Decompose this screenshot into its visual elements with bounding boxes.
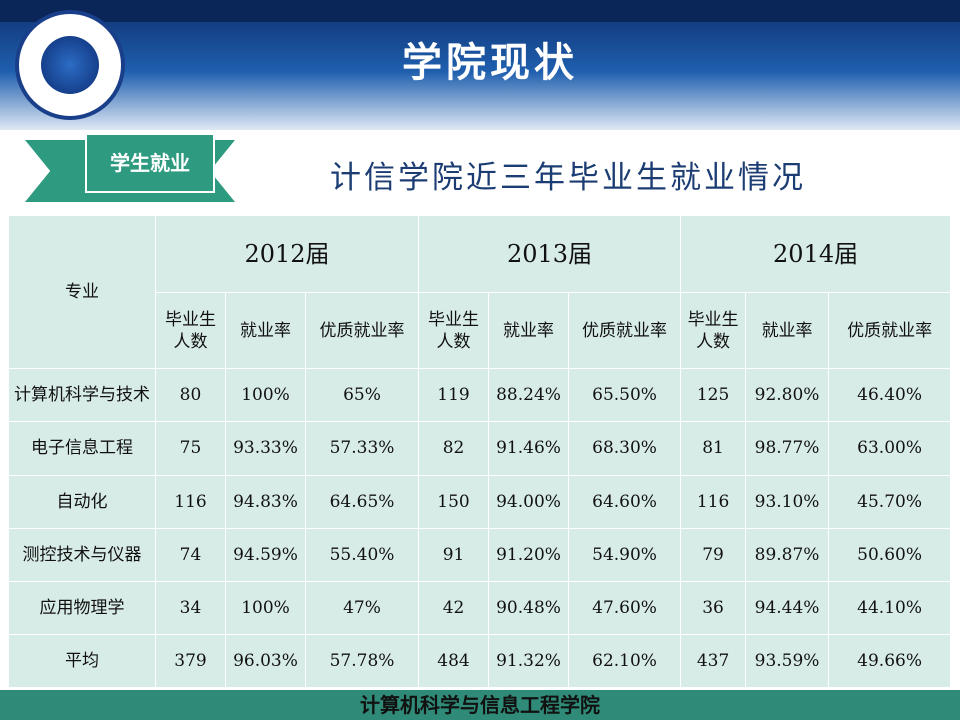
table-cell: 63.00%	[828, 421, 952, 476]
table-cell: 毕业生人数	[155, 292, 226, 370]
table-cell: 91	[418, 527, 490, 582]
table-cell: 36	[680, 580, 747, 635]
table-cell: 94.44%	[745, 580, 830, 635]
table-cell: 379	[155, 633, 226, 689]
table-cell: 自动化	[8, 474, 156, 529]
table-cell: 优质就业率	[828, 292, 952, 370]
table-cell: 57.33%	[304, 421, 420, 476]
table-cell: 54.90%	[568, 527, 682, 582]
table-cell: 34	[155, 580, 226, 635]
table-cell: 50.60%	[828, 527, 952, 582]
table-cell: 49.66%	[828, 633, 952, 689]
subtitle: 计信学院近三年毕业生就业情况	[330, 160, 806, 196]
table-cell: 57.78%	[304, 633, 420, 689]
table-row: 平均 379 96.03% 57.78% 484 91.32% 62.10% 437 93.59…	[8, 633, 952, 689]
table-cell: 2014届	[680, 214, 952, 294]
table-cell: 计算机科学与技术	[8, 368, 156, 423]
table-cell: 91.20%	[488, 527, 570, 582]
table-cell: 91.32%	[488, 633, 570, 689]
table-cell: 88.24%	[488, 368, 570, 423]
table-cell: 116	[680, 474, 747, 529]
table-cell: 应用物理学	[8, 580, 156, 635]
table-cell: 94.00%	[488, 474, 570, 529]
table-cell: 82	[418, 421, 490, 476]
table-cell: 81	[680, 421, 747, 476]
table-cell: 就业率	[488, 292, 570, 370]
table-cell: 92.80%	[745, 368, 830, 423]
logo-emblem	[41, 36, 99, 94]
table-row: 应用物理学 34 100% 47% 42 90.48% 47.60% 36 94.44% 44.1…	[8, 580, 952, 635]
table-cell: 437	[680, 633, 747, 689]
table-cell: 150	[418, 474, 490, 529]
table-cell: 2012届	[154, 214, 420, 294]
table-cell: 42	[418, 580, 490, 635]
table-cell: 89.87%	[745, 527, 830, 582]
table-cell: 93.33%	[225, 421, 306, 476]
table-cell: 484	[418, 633, 490, 689]
table-cell: 45.70%	[828, 474, 952, 529]
table-cell: 测控技术与仪器	[8, 527, 156, 582]
table-cell: 优质就业率	[568, 292, 682, 370]
table-cell: 电子信息工程	[8, 421, 156, 476]
table-cell: 94.83%	[225, 474, 306, 529]
table-cell: 65.50%	[568, 368, 682, 423]
table-cell: 90.48%	[488, 580, 570, 635]
table-cell: 64.60%	[568, 474, 682, 529]
table-cell: 98.77%	[745, 421, 830, 476]
table-cell: 44.10%	[828, 580, 952, 635]
table-cell: 47%	[304, 580, 420, 635]
table-row: 自动化 116 94.83% 64.65% 150 94.00% 64.60% 116 93.1…	[8, 474, 952, 529]
table-cell: 平均	[8, 633, 156, 689]
table-row: 电子信息工程 75 93.33% 57.33% 82 91.46% 68.30% 81 98.7…	[8, 421, 952, 476]
table-row: 计算机科学与技术 80 100% 65% 119 88.24% 65.50% 125 92.80…	[8, 368, 952, 423]
table-cell: 80	[155, 368, 226, 423]
table-cell: 47.60%	[568, 580, 682, 635]
table-cell: 毕业生人数	[680, 292, 747, 370]
table-cell: 75	[155, 421, 226, 476]
employment-table: 专业 2012届 2013届 2014届 毕业生人数 就业率 优质就业率 毕业生人数 就业率 优质…	[8, 214, 952, 689]
table-cell: 93.10%	[745, 474, 830, 529]
table-cell: 96.03%	[225, 633, 306, 689]
table-body: 专业 2012届 2013届 2014届 毕业生人数 就业率 优质就业率 毕业生人数 就业率 优质…	[8, 214, 952, 689]
table-cell: 68.30%	[568, 421, 682, 476]
table-cell: 46.40%	[828, 368, 952, 423]
table-cell: 91.46%	[488, 421, 570, 476]
table-cell: 79	[680, 527, 747, 582]
banner-strip	[0, 0, 960, 22]
table-cell: 2013届	[418, 214, 682, 294]
section-tag: 学生就业	[85, 133, 215, 193]
table-cell: 74	[155, 527, 226, 582]
table-cell: 55.40%	[304, 527, 420, 582]
table-cell: 62.10%	[568, 633, 682, 689]
banner	[0, 0, 960, 130]
table-cell: 65%	[304, 368, 420, 423]
logo	[15, 10, 125, 120]
table-cell: 就业率	[745, 292, 830, 370]
table-cell: 100%	[225, 580, 306, 635]
table-cell: 119	[418, 368, 490, 423]
table-cell: 93.59%	[745, 633, 830, 689]
table-row: 专业 2012届 2013届 2014届	[8, 214, 952, 370]
table-cell: 125	[680, 368, 747, 423]
table-cell: 优质就业率	[304, 292, 420, 370]
table-cell: 94.59%	[225, 527, 306, 582]
table-row: 测控技术与仪器 74 94.59% 55.40% 91 91.20% 54.90% 79 89.…	[8, 527, 952, 582]
table-cell: 116	[155, 474, 226, 529]
table-cell: 64.65%	[304, 474, 420, 529]
table-row: 毕业生人数 就业率 优质就业率 毕业生人数 就业率 优质就业率 毕业生人数 就业率 优质就业率	[9, 292, 952, 370]
slide-title: 学院现状	[402, 39, 578, 86]
table-cell: 毕业生人数	[418, 292, 490, 370]
footer: 计算机科学与信息工程学院	[0, 690, 960, 720]
table-cell: 100%	[225, 368, 306, 423]
table-cell: 就业率	[225, 292, 306, 370]
table-cell: 专业	[8, 214, 156, 370]
